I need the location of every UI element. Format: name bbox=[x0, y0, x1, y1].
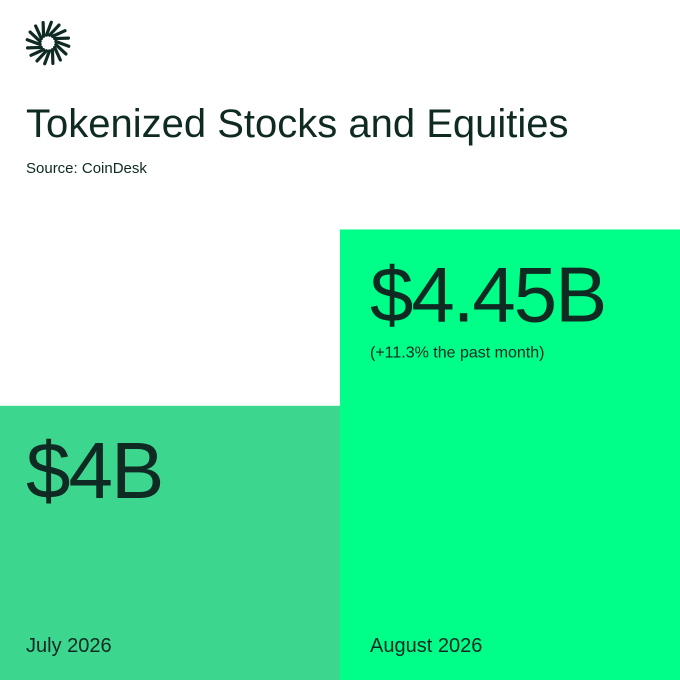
logo-ray bbox=[29, 48, 46, 57]
logo-ray bbox=[47, 23, 61, 37]
logo bbox=[25, 20, 71, 66]
value-label: $4.45B bbox=[370, 250, 605, 338]
value-label: $4B bbox=[26, 426, 162, 515]
chart-title: Tokenized Stocks and Equities bbox=[26, 102, 569, 146]
logo-ray bbox=[53, 45, 62, 62]
annotation: (+11.3% the past month) bbox=[370, 344, 544, 361]
category-label: August 2026 bbox=[370, 635, 482, 657]
category-label: July 2026 bbox=[26, 635, 112, 657]
bar bbox=[0, 405, 340, 680]
chart-subtitle: Source: CoinDesk bbox=[26, 160, 147, 177]
logo-ray bbox=[54, 39, 71, 48]
logo-ray bbox=[43, 49, 52, 66]
bars: $4B July 2026 $4.45B (+11.3% the past month… bbox=[0, 229, 680, 680]
logo-ray bbox=[28, 30, 42, 44]
bar bbox=[340, 229, 680, 680]
logo-ray bbox=[54, 42, 68, 56]
logo-ray bbox=[25, 38, 42, 47]
logo-ray bbox=[35, 49, 49, 63]
logo-ray bbox=[44, 20, 53, 37]
logo-ray bbox=[34, 24, 43, 41]
logo-ray bbox=[50, 29, 67, 38]
